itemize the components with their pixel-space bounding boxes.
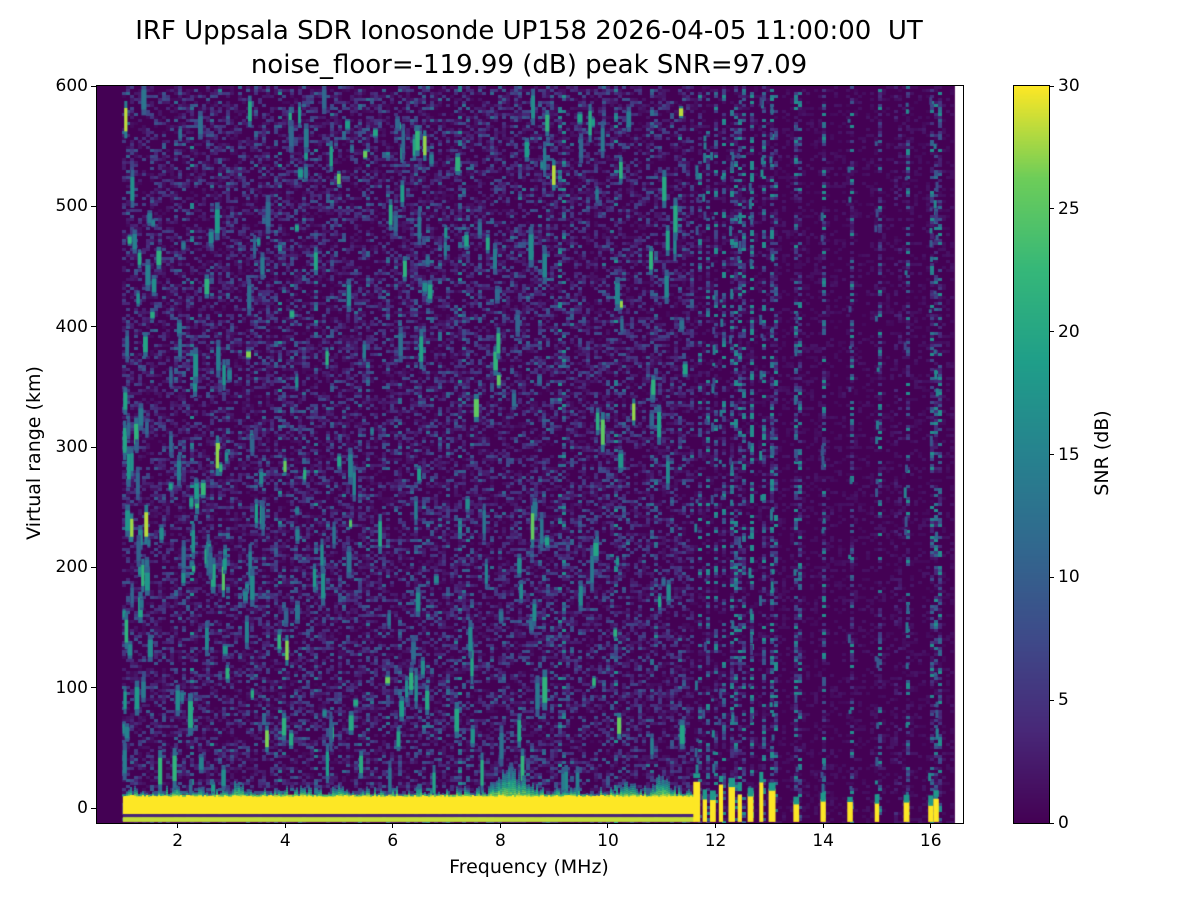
- x-tick-label: 4: [279, 831, 291, 851]
- colorbar-tick-mark: [1050, 208, 1054, 210]
- y-tick-mark: [91, 205, 96, 207]
- colorbar-tick-mark: [1050, 699, 1054, 701]
- x-tick-mark: [392, 824, 394, 828]
- x-tick-label: 16: [919, 831, 942, 851]
- y-tick-label: 200: [55, 557, 88, 578]
- x-tick-mark: [930, 824, 932, 828]
- y-tick-mark: [91, 326, 96, 328]
- x-tick-label: 6: [387, 831, 399, 851]
- x-tick-mark: [715, 824, 717, 828]
- x-tick-mark: [499, 824, 501, 828]
- y-tick-label: 300: [55, 437, 88, 458]
- y-tick-mark: [91, 807, 96, 809]
- x-tick-mark: [177, 824, 179, 828]
- y-tick-label: 400: [55, 316, 88, 337]
- x-tick-label: 14: [812, 831, 834, 851]
- colorbar-tick-label: 20: [1058, 321, 1080, 342]
- x-tick-mark: [607, 824, 609, 828]
- y-tick-label: 0: [77, 798, 88, 819]
- x-tick-label: 12: [704, 831, 727, 851]
- colorbar-tick-mark: [1050, 331, 1054, 333]
- colorbar-tick-label: 25: [1058, 198, 1080, 219]
- y-tick-label: 600: [55, 76, 88, 96]
- colorbar-tick-label: 5: [1058, 690, 1069, 711]
- colorbar-tick-mark: [1050, 576, 1054, 578]
- ionogram-heatmap: [97, 86, 963, 823]
- plot-area: [96, 85, 964, 824]
- x-tick-label: 8: [494, 831, 506, 851]
- y-tick-mark: [91, 566, 96, 568]
- colorbar-tick-label: 15: [1058, 444, 1080, 465]
- colorbar-tick-mark: [1050, 454, 1054, 455]
- title-block: IRF Uppsala SDR Ionosonde UP158 2026-04-…: [96, 14, 962, 82]
- colorbar-tick-label: 30: [1058, 76, 1080, 96]
- y-tick-mark: [91, 446, 96, 448]
- y-tick-label: 500: [55, 196, 88, 217]
- y-tick-mark: [91, 85, 96, 87]
- colorbar-gradient: [1014, 86, 1049, 823]
- colorbar: [1013, 85, 1050, 824]
- colorbar-tick-label: 10: [1058, 567, 1080, 588]
- x-tick-mark: [284, 824, 286, 828]
- y-tick-mark: [91, 687, 96, 689]
- x-tick-label: 2: [172, 831, 184, 851]
- x-axis-label: Frequency (MHz): [449, 856, 609, 878]
- colorbar-tick-mark: [1050, 85, 1054, 87]
- colorbar-tick-label: 0: [1058, 813, 1069, 833]
- colorbar-label: SNR (dB): [1091, 410, 1113, 496]
- x-tick-label: 10: [597, 831, 619, 851]
- y-tick-label: 100: [55, 677, 88, 698]
- chart-subtitle: noise_floor=-119.99 (dB) peak SNR=97.09: [250, 50, 808, 80]
- x-tick-mark: [822, 824, 824, 828]
- colorbar-tick-mark: [1050, 822, 1054, 824]
- chart-title: IRF Uppsala SDR Ionosonde UP158 2026-04-…: [135, 16, 923, 46]
